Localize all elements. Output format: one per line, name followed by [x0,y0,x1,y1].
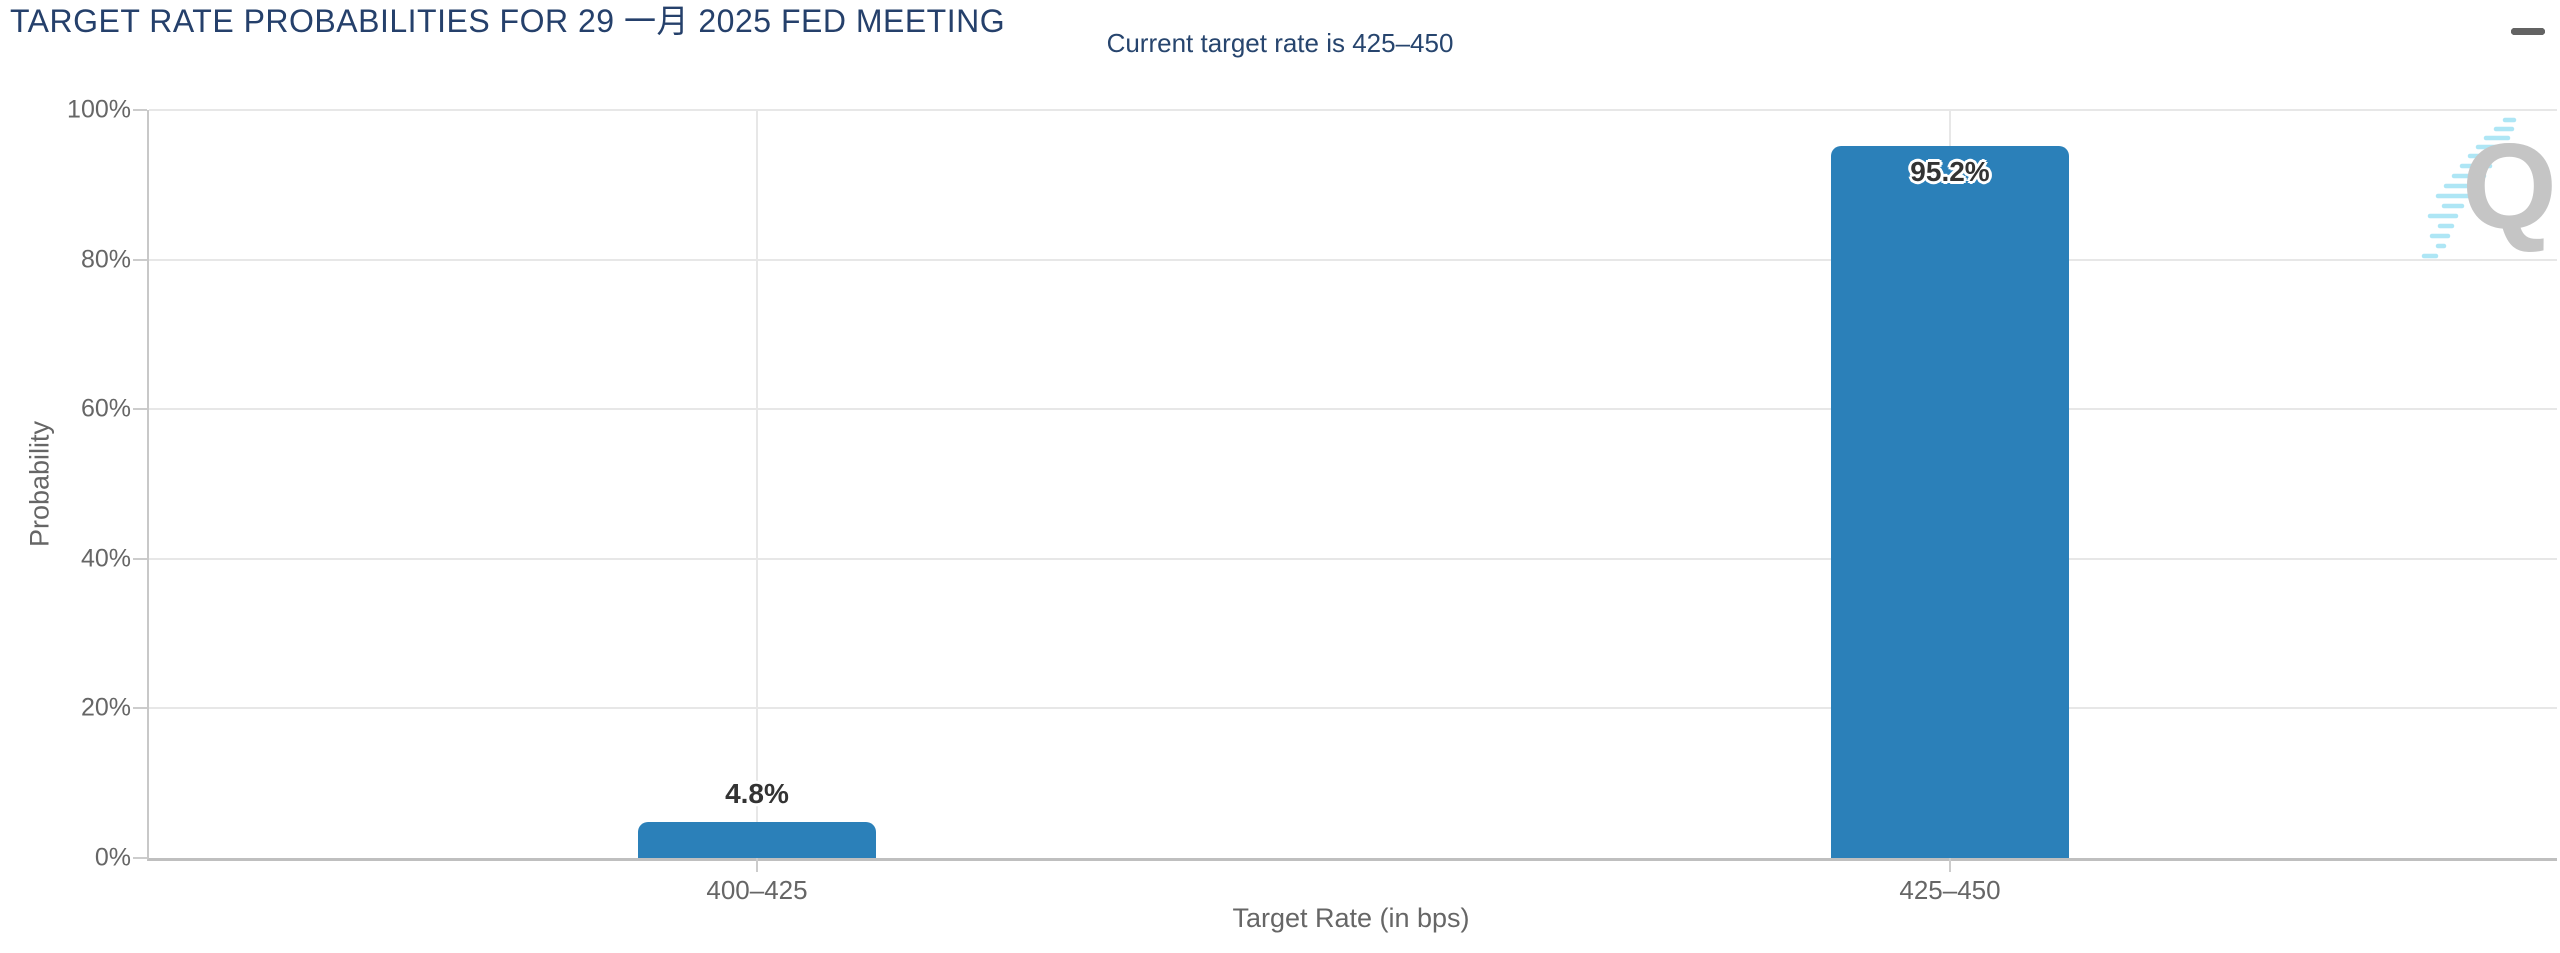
probability-bar[interactable] [638,822,876,858]
x-axis-title: Target Rate (in bps) [1232,903,1470,933]
gridline-horizontal [149,558,2557,560]
y-tick-mark [133,558,147,560]
y-tick-mark [133,408,147,410]
gridline-vertical [756,110,758,858]
gridline-horizontal [149,109,2557,111]
y-tick-mark [133,857,147,859]
x-tick-label: 425–450 [1899,875,2001,905]
y-axis-title: Probability [24,420,55,548]
hamburger-menu-icon [2511,28,2545,35]
bar-value-label: 95.2% [1910,155,1990,187]
y-tick-label: 40% [80,544,131,573]
category-group: 95.2% 425–450 [1831,110,2069,905]
y-tick-mark [133,109,147,111]
y-tick-label: 20% [80,693,131,722]
gridline-horizontal [149,707,2557,709]
x-tick-mark [1949,858,1951,872]
y-tick-label: 80% [80,245,131,274]
y-tick-label: 60% [80,394,131,423]
chart-context-menu-button[interactable] [2511,9,2545,40]
chart-subtitle: Current target rate is 425–450 [1106,28,1454,58]
probability-bar[interactable] [1831,145,2069,858]
y-tick-label: 100% [67,95,131,124]
bar-value-label: 4.8% [725,778,789,810]
gridline-horizontal [149,259,2557,261]
category-group: 4.8% 400–425 [638,110,876,905]
y-tick-mark [133,707,147,709]
plot-area: 100% 80% 60% 40% 20% 0% 4.8% 400–425 95.… [67,96,2557,905]
gridline-horizontal [149,408,2557,410]
x-tick-label: 400–425 [706,875,808,905]
x-tick-mark [756,858,758,872]
y-tick-mark [133,259,147,261]
chart-title: TARGET RATE PROBABILITIES FOR 29 一月 2025… [10,3,1006,39]
y-tick-label: 0% [94,843,131,872]
